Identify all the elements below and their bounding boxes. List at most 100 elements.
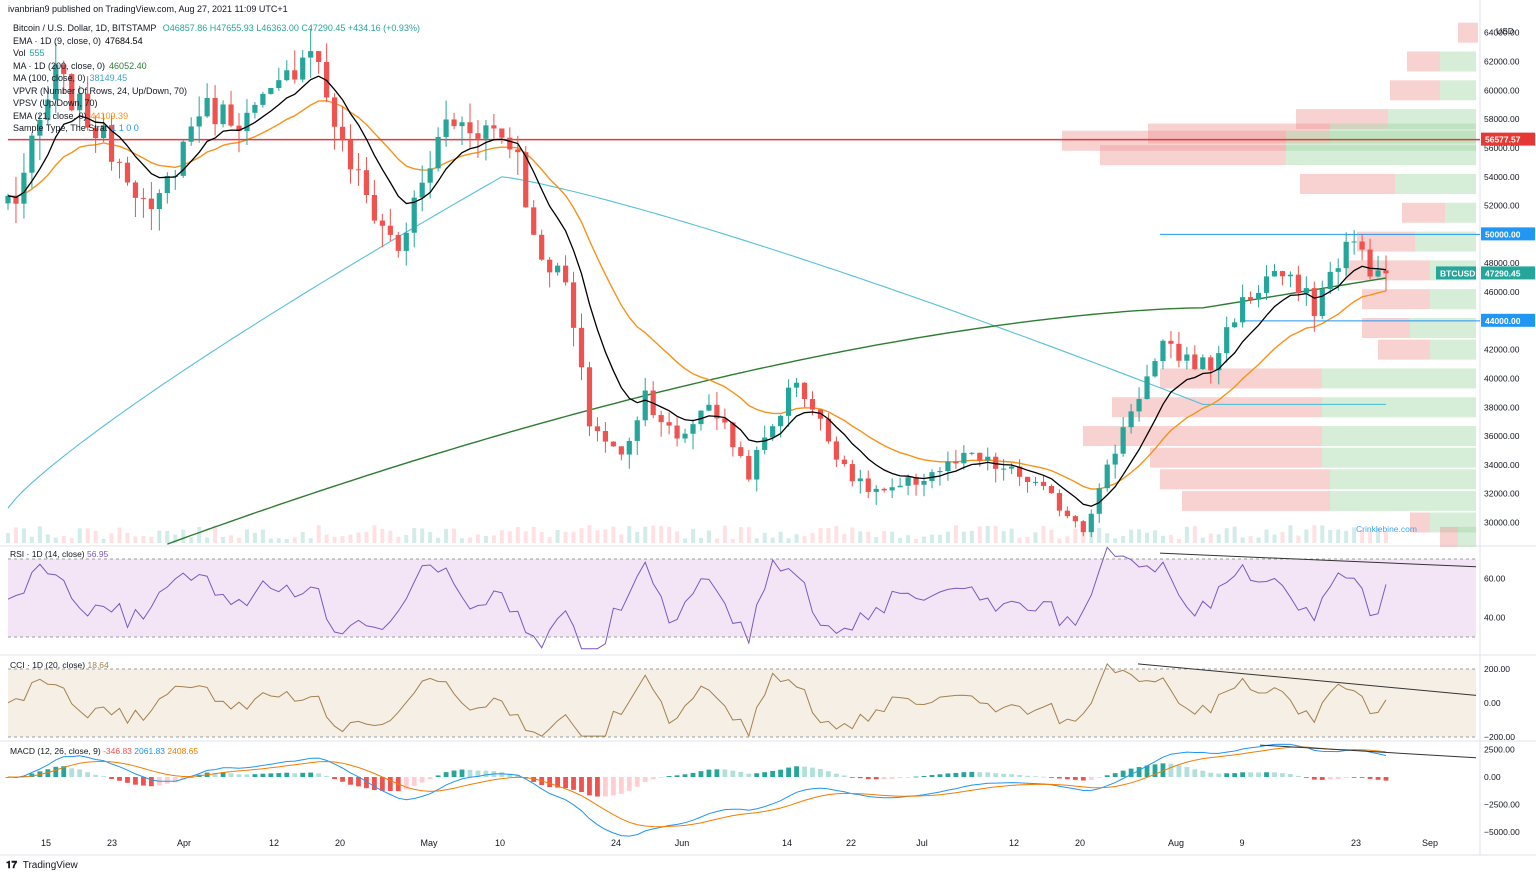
candle-body: [100, 125, 107, 139]
candle: [172, 169, 178, 190]
candle: [562, 255, 569, 286]
candle-body: [1009, 466, 1015, 469]
cci-legend[interactable]: CCI · 1D (20, close) 18.64: [10, 660, 109, 670]
volume-bar: [1009, 528, 1014, 543]
tradingview-footer[interactable]: 𝟏𝟕 TradingView: [6, 860, 78, 871]
candle: [1048, 484, 1055, 494]
macd-histogram-bar: [953, 772, 959, 777]
volume-bar: [627, 526, 632, 543]
macd-histogram-bar: [69, 768, 75, 777]
volume-bar: [1264, 529, 1269, 543]
legend-vpvr[interactable]: VPVR (Number Of Rows, 24, Up/Down, 70): [13, 85, 420, 98]
legend-ma100[interactable]: MA (100, close, 0) 38149.45: [13, 72, 420, 85]
volume-bar: [125, 532, 130, 543]
cci-band-fill: [8, 669, 1476, 737]
candle-body: [276, 80, 282, 88]
candle-body: [300, 57, 306, 80]
rsi-tick: 40.00: [1484, 613, 1506, 623]
candle-body: [1295, 274, 1301, 294]
candle: [1240, 284, 1246, 328]
candle-body: [427, 168, 433, 183]
candle: [140, 188, 147, 218]
volume-bar: [587, 525, 592, 543]
volume-bar: [467, 537, 472, 543]
candle-body: [204, 97, 210, 117]
volume-bar: [1025, 536, 1030, 543]
macd-histogram-bar: [268, 773, 274, 777]
legend-ema21[interactable]: EMA (21, close, 0) 44109.39: [13, 110, 420, 123]
legend-vpsv[interactable]: VPSV (Up/Down, 70): [13, 97, 420, 110]
candle-body: [1064, 510, 1070, 517]
candle-body: [515, 149, 521, 153]
volume-bar: [1280, 531, 1285, 543]
candle-body: [666, 422, 672, 426]
candle-body: [1311, 288, 1317, 317]
volume-bar: [460, 538, 465, 543]
candle-body: [284, 70, 290, 81]
candle: [746, 449, 752, 482]
macd-tick: 2500.00: [1484, 745, 1515, 755]
volume-bar: [706, 530, 711, 543]
volume-bar: [1240, 537, 1245, 543]
volume-bar: [428, 532, 433, 543]
candle: [1040, 475, 1047, 491]
candle: [961, 445, 967, 470]
volume-bar: [1296, 535, 1301, 543]
cci-line: [7, 662, 1387, 738]
legend-sample-type[interactable]: Sample Type, The Strat 1 1 0 0: [13, 122, 420, 135]
legend-ema9[interactable]: EMA · 1D (9, close, 0) 47684.54: [13, 35, 420, 48]
candle: [108, 114, 115, 171]
volume-bar: [1017, 537, 1022, 543]
volume-bar: [874, 537, 879, 543]
candle-body: [355, 169, 362, 171]
candle-body: [69, 74, 75, 111]
candle-body: [93, 127, 99, 139]
candle: [754, 446, 760, 492]
volume-bar: [929, 534, 934, 543]
candle: [339, 106, 346, 152]
candle: [69, 73, 75, 112]
macd-histogram-bar: [674, 775, 680, 777]
macd-histogram-bar: [1009, 774, 1015, 777]
volume-bar: [1065, 536, 1070, 543]
rsi-legend[interactable]: RSI · 1D (14, close) 56.95: [10, 549, 108, 559]
macd-histogram-bar: [1192, 769, 1198, 777]
ma200-value: 46052.40: [109, 60, 147, 71]
candle-body: [1056, 493, 1063, 511]
vpvr-up-row: [1286, 145, 1476, 166]
legend-vol[interactable]: Vol 555: [13, 47, 420, 60]
macd-histogram-bar: [475, 770, 481, 777]
candle-body: [459, 122, 465, 127]
macd-histogram-bar: [172, 777, 178, 783]
macd-legend[interactable]: MACD (12, 26, close, 9) -346.83 2061.83 …: [10, 746, 198, 756]
macd-histogram-bar: [85, 772, 91, 777]
candle-body: [706, 404, 712, 411]
candle: [881, 487, 887, 493]
candle-body: [180, 141, 186, 176]
macd-histogram-bar: [642, 777, 648, 782]
candle: [801, 382, 808, 408]
time-tick: Aug: [1168, 838, 1184, 848]
cci-tick: −200.00: [1484, 732, 1515, 742]
volume-bar: [189, 537, 194, 543]
volume-bar: [1320, 525, 1325, 543]
price-tick: 54000.00: [1484, 172, 1520, 182]
candle-body: [531, 207, 537, 235]
sample-label: Sample Type, The Strat: [13, 123, 108, 133]
legend-ma200[interactable]: MA · 1D (200, close, 0) 46052.40: [13, 60, 420, 73]
candle-body: [491, 125, 497, 129]
candle-body: [1120, 427, 1126, 454]
volume-bar: [1160, 535, 1165, 543]
legend-symbol-row[interactable]: Bitcoin / U.S. Dollar, 1D, BITSTAMP O468…: [13, 22, 420, 35]
candle-body: [714, 404, 720, 419]
candle-body: [825, 418, 832, 442]
macd-histogram-bar: [372, 777, 377, 791]
candle-body: [897, 485, 903, 488]
candle-body: [483, 125, 489, 139]
vpvr-up-row: [1322, 447, 1476, 468]
candle-body: [339, 126, 346, 140]
candle-body: [674, 425, 680, 439]
candle-body: [379, 220, 385, 226]
vpvr-up-row: [1430, 289, 1476, 310]
